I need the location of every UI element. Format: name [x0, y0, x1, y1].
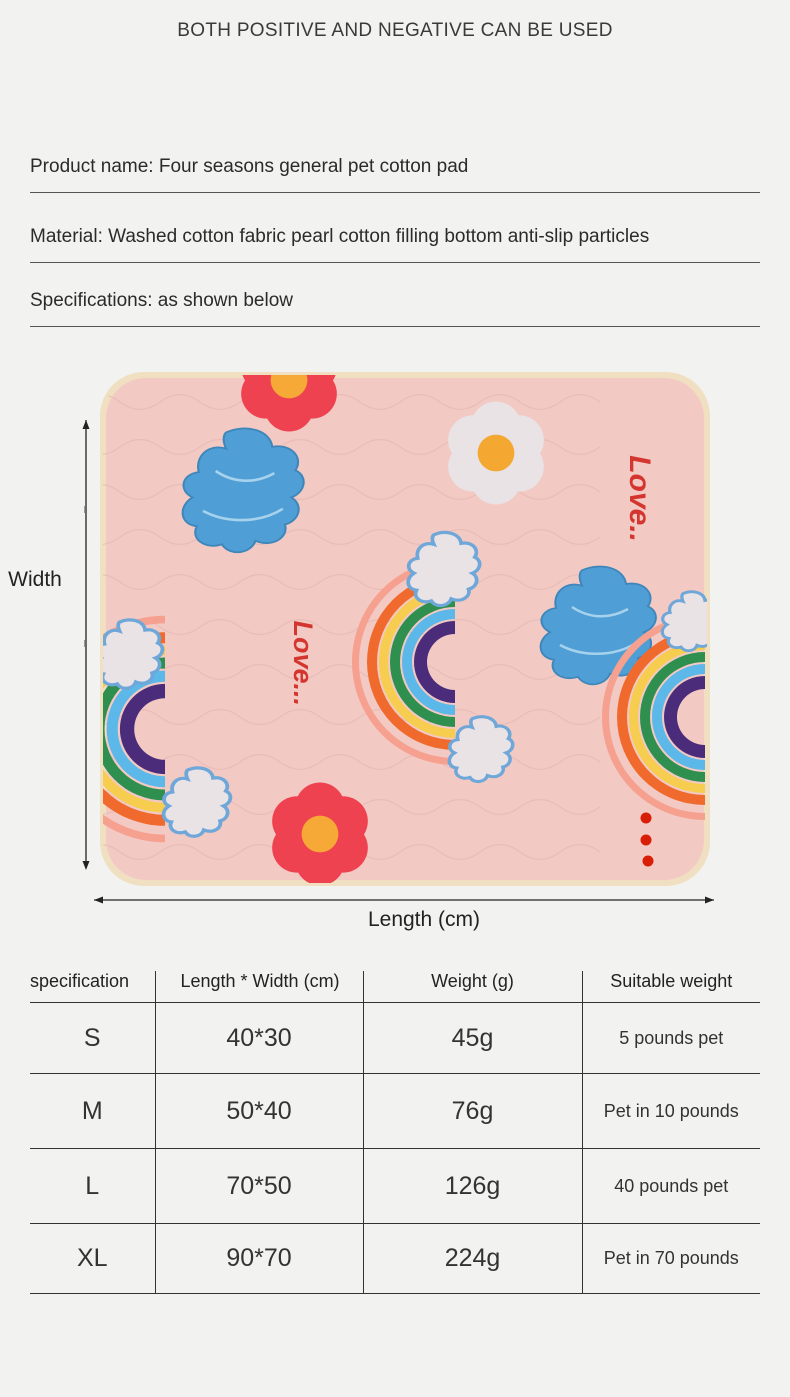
svg-text:Love..: Love.. — [623, 455, 656, 542]
svg-text:Love...: Love... — [288, 620, 318, 706]
